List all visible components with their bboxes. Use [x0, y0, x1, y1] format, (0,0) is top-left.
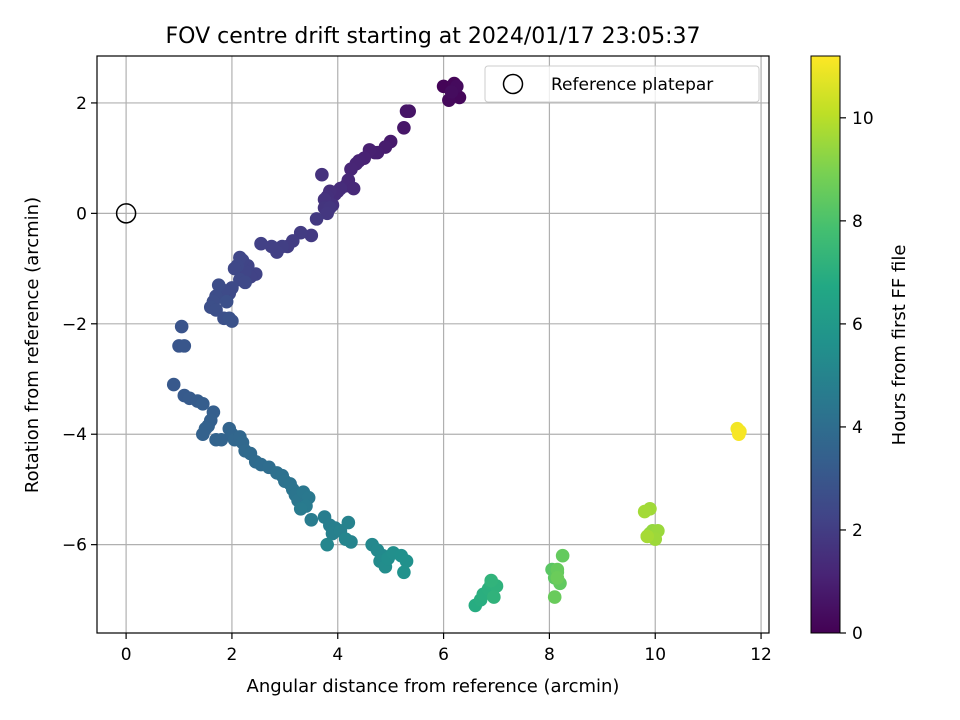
data-point [547, 590, 562, 604]
data-point [637, 504, 652, 519]
x-tick-label: 6 [438, 645, 449, 665]
data-point [211, 278, 226, 292]
x-tick-label: 4 [332, 645, 343, 665]
data-point [196, 427, 210, 442]
data-point [293, 501, 308, 516]
legend: Reference platepar [484, 65, 760, 103]
data-point [238, 275, 252, 290]
data-point [254, 236, 268, 251]
legend-reference-marker [502, 73, 524, 95]
y-tick-label: −6 [62, 536, 87, 556]
y-tick-label: −2 [62, 315, 87, 335]
data-point [219, 294, 234, 309]
data-point [315, 167, 329, 182]
data-point [487, 590, 501, 604]
data-point [732, 427, 746, 442]
data-point [166, 377, 181, 392]
y-tick-label: −4 [62, 425, 87, 445]
data-point [214, 432, 229, 447]
colorbar-tick-label: 4 [852, 418, 863, 438]
data-points [115, 76, 747, 613]
legend-label: Reference platepar [551, 75, 713, 95]
y-tick-label: 2 [76, 94, 87, 114]
data-point [338, 532, 353, 546]
data-point [304, 228, 319, 243]
data-point [346, 181, 361, 196]
data-point [341, 515, 356, 530]
legend-box [484, 65, 760, 103]
data-point [397, 120, 411, 135]
data-point [309, 212, 324, 226]
colorbar-tick-label: 2 [852, 521, 863, 541]
data-point [344, 162, 358, 176]
colorbar-tick-label: 8 [852, 212, 863, 232]
x-tick-label: 10 [644, 645, 666, 665]
colorbar-tick-label: 10 [852, 109, 874, 129]
data-point [225, 314, 239, 328]
data-point [304, 513, 319, 527]
data-point [264, 239, 279, 254]
y-axis-label: Rotation from reference (arcmin) [22, 197, 43, 493]
data-point [320, 537, 334, 552]
colorbar: Hours from first FF file 0 2 4 6 8 10 [810, 55, 910, 644]
data-point [555, 548, 570, 563]
y-tick-label: 0 [76, 204, 87, 224]
data-point [399, 554, 414, 569]
data-point [196, 397, 210, 411]
data-point [444, 85, 459, 99]
colorbar-label: Hours from first FF file [889, 245, 910, 446]
data-point [227, 261, 242, 276]
reference-point-marker [115, 203, 137, 224]
data-point [320, 206, 334, 221]
data-point [550, 570, 565, 585]
data-point [174, 319, 189, 334]
chart-title: FOV centre drift starting at 2024/01/17 … [166, 24, 701, 49]
data-point [640, 529, 655, 544]
data-point [484, 573, 499, 588]
x-tick-label: 2 [227, 645, 238, 665]
data-point [397, 565, 411, 580]
data-point [399, 104, 414, 119]
colorbar-tick-label: 0 [852, 624, 863, 644]
x-tick-label: 8 [544, 645, 555, 665]
x-tick-label: 12 [750, 645, 772, 665]
plot-frame [96, 55, 770, 634]
x-tick-label: 0 [121, 645, 132, 665]
colorbar-gradient [810, 55, 841, 634]
axes: 0 2 4 6 8 10 12 −6 −4 −2 0 2 [62, 55, 772, 665]
x-axis-label: Angular distance from reference (arcmin) [247, 676, 620, 697]
colorbar-tick-label: 6 [852, 315, 863, 335]
data-point [177, 339, 192, 353]
